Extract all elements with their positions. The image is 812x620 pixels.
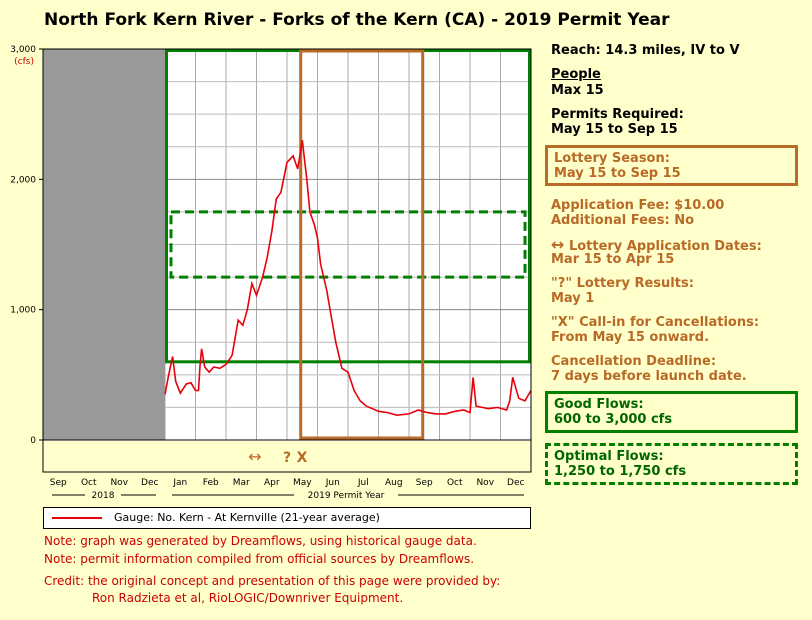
note-line-1: Note: graph was generated by Dreamflows,… bbox=[44, 534, 477, 548]
results-header: "?" Lottery Results: bbox=[551, 276, 694, 291]
legend-label: Gauge: No. Kern - At Kernville (21-year … bbox=[114, 511, 380, 524]
x-axis-month-labels: Sep Oct Nov Dec Jan Feb Mar Apr May Jun Jul Aug Sep O… bbox=[50, 478, 525, 488]
good-flows-box: Good Flows: 600 to 3,000 cfs bbox=[545, 391, 798, 433]
people-value: Max 15 bbox=[551, 83, 604, 98]
x-tick-label: Apr bbox=[264, 478, 280, 488]
x-tick-label: Jul bbox=[357, 478, 369, 488]
page-title: North Fork Kern River - Forks of the Ker… bbox=[44, 10, 670, 30]
double-arrow-icon: ↔ bbox=[551, 235, 565, 254]
people-header: People bbox=[551, 67, 601, 82]
x-tick-label: Aug bbox=[385, 478, 403, 488]
chart-legend: Gauge: No. Kern - At Kernville (21-year … bbox=[43, 507, 531, 529]
additional-fees: Additional Fees: No bbox=[551, 213, 694, 228]
optimal-flows-box: Optimal Flows: 1,250 to 1,750 cfs bbox=[545, 443, 798, 485]
y-axis-unit: (cfs) bbox=[14, 57, 34, 67]
optimal-flows-region bbox=[169, 210, 527, 279]
results-question-marker: ? bbox=[283, 450, 291, 466]
callin-value: From May 15 onward. bbox=[551, 330, 710, 345]
optimal-flows-value: 1,250 to 1,750 cfs bbox=[554, 464, 687, 479]
cancellation-header: Cancellation Deadline: bbox=[551, 354, 717, 369]
good-flows-value: 600 to 3,000 cfs bbox=[554, 412, 673, 427]
lottery-season-value: May 15 to Sep 15 bbox=[554, 166, 681, 181]
flow-series-line bbox=[164, 140, 532, 417]
reach-info: Reach: 14.3 miles, IV to V bbox=[551, 43, 740, 58]
lottery-season-header: Lottery Season: bbox=[554, 151, 670, 166]
x-tick-label: Nov bbox=[110, 478, 128, 488]
x-tick-label: Jun bbox=[325, 478, 340, 488]
marker-row: ↔ ? X bbox=[248, 447, 307, 466]
cancellation-value: 7 days before launch date. bbox=[551, 369, 747, 384]
y-tick-label: 2,000 bbox=[10, 175, 36, 185]
good-flows-header: Good Flows: bbox=[554, 397, 644, 412]
x-tick-label: Oct bbox=[81, 478, 97, 488]
x-tick-label: Dec bbox=[141, 478, 158, 488]
x-tick-label: Jan bbox=[172, 478, 187, 488]
optimal-flows-header: Optimal Flows: bbox=[554, 449, 664, 464]
application-fee: Application Fee: $10.00 bbox=[551, 198, 725, 213]
credit-line-1: Credit: the original concept and present… bbox=[44, 574, 501, 588]
flow-chart: 3,000 2,000 1,000 0 (cfs) ↔ ? X Sep Oct Nov De… bbox=[10, 45, 532, 501]
x-tick-label: Nov bbox=[476, 478, 494, 488]
callin-x-marker: X bbox=[297, 450, 308, 466]
y-tick-label: 3,000 bbox=[10, 45, 36, 55]
credit-line-2: Ron Radzieta et al, RioLOGIC/Downriver E… bbox=[92, 591, 404, 605]
application-dates-header: ↔ Lottery Application Dates: bbox=[551, 235, 762, 255]
callin-header: "X" Call-in for Cancellations: bbox=[551, 315, 760, 330]
x-tick-label: Dec bbox=[507, 478, 524, 488]
permits-header: Permits Required: bbox=[551, 107, 684, 122]
y-tick-label: 0 bbox=[30, 436, 36, 446]
x-tick-label: Oct bbox=[447, 478, 463, 488]
x-tick-label: Mar bbox=[233, 478, 250, 488]
plot-border bbox=[42, 48, 532, 473]
year-label-2018: 2018 bbox=[92, 491, 115, 501]
legend-line-swatch bbox=[52, 517, 102, 519]
x-tick-label: Sep bbox=[416, 478, 433, 488]
application-dates-value: Mar 15 to Apr 15 bbox=[551, 252, 675, 267]
x-tick-label: May bbox=[293, 478, 312, 488]
y-tick-label: 1,000 bbox=[10, 306, 36, 316]
year-brackets: 2018 2019 Permit Year bbox=[52, 491, 524, 501]
lottery-season-region bbox=[299, 49, 425, 440]
x-tick-label: Sep bbox=[50, 478, 67, 488]
lottery-season-box: Lottery Season: May 15 to Sep 15 bbox=[545, 145, 798, 186]
application-arrow-marker: ↔ bbox=[248, 447, 261, 466]
x-tick-label: Feb bbox=[203, 478, 219, 488]
y-axis-ticks: 3,000 2,000 1,000 0 bbox=[10, 45, 43, 446]
results-value: May 1 bbox=[551, 291, 595, 306]
year-label-2019: 2019 Permit Year bbox=[308, 491, 385, 501]
no-data-region bbox=[43, 49, 165, 440]
permits-value: May 15 to Sep 15 bbox=[551, 122, 678, 137]
note-line-2: Note: permit information compiled from o… bbox=[44, 552, 475, 566]
